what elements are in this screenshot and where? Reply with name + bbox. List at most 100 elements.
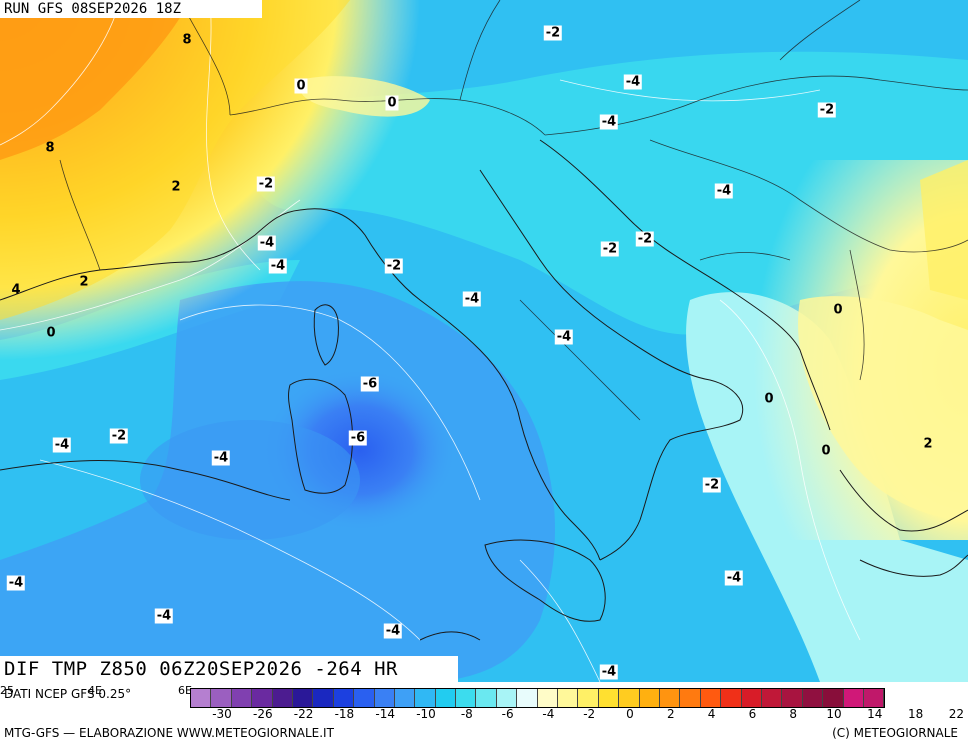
legend-swatch: [761, 689, 783, 707]
contour-label: -2: [600, 241, 620, 257]
contour-label: -4: [211, 450, 231, 466]
contour-label: 8: [182, 32, 192, 48]
legend-swatch: [863, 689, 885, 707]
legend-tick-label: -30: [212, 707, 232, 721]
contour-label: -2: [702, 477, 722, 493]
contour-label: -2: [384, 258, 404, 274]
legend-swatch: [191, 689, 212, 707]
legend-swatch: [292, 689, 314, 707]
legend-swatch: [496, 689, 518, 707]
legend-tick-label: -18: [334, 707, 355, 721]
legend-swatch: [700, 689, 722, 707]
field-title: DIF TMP Z850 06Z20SEP2026 -264 HR: [0, 656, 458, 683]
credits-right: (C) METEOGIORNALE: [832, 726, 958, 740]
legend-ticks: -30-26-22-18-14-10-8-6-4-202468101418223…: [190, 707, 968, 723]
legend-swatch: [476, 689, 497, 707]
legend-swatch: [823, 689, 844, 707]
legend-swatch: [313, 689, 334, 707]
legend-tick-label: 4: [707, 707, 716, 721]
contour-label: -4: [554, 329, 574, 345]
contour-label: 2: [171, 179, 181, 195]
credits-left: MTG-GFS — ELABORAZIONE WWW.METEOGIORNALE…: [4, 726, 334, 740]
contour-label: -2: [817, 102, 837, 118]
contour-label: -4: [623, 74, 643, 90]
legend-swatch: [578, 689, 599, 707]
legend-tick-label: 8: [789, 707, 798, 721]
legend-tick-label: -22: [293, 707, 314, 721]
legend-swatch: [231, 689, 253, 707]
contour-label: -4: [599, 664, 619, 680]
legend-tick-label: 18: [907, 707, 924, 721]
contour-label: -4: [154, 608, 174, 624]
axis-mark: 4E: [88, 684, 102, 697]
contour-label: 0: [764, 391, 774, 407]
legend-tick-label: -14: [375, 707, 395, 721]
contour-label: -6: [360, 376, 380, 392]
contour-label: -4: [52, 437, 72, 453]
legend-tick-label: -4: [542, 707, 555, 721]
legend-swatch: [252, 689, 273, 707]
legend-tick-label: 2: [666, 707, 675, 721]
contour-label: 0: [46, 325, 56, 341]
contour-label: -2: [109, 428, 129, 444]
axis-mark: 6E: [178, 684, 192, 697]
contour-label: -2: [256, 176, 276, 192]
legend-tick-label: -26: [252, 707, 273, 721]
legend-swatch: [680, 689, 701, 707]
legend-swatch: [517, 689, 538, 707]
contour-label: -4: [6, 575, 26, 591]
legend-swatch: [741, 689, 762, 707]
legend-swatch: [394, 689, 416, 707]
legend-swatch: [619, 689, 640, 707]
contour-label: -4: [383, 623, 403, 639]
contour-label: 2: [923, 436, 933, 452]
contour-label: 0: [385, 95, 399, 111]
contour-label: -4: [714, 183, 734, 199]
contour-label: 4: [11, 282, 21, 298]
legend-tick-label: -8: [460, 707, 473, 721]
contour-label: 0: [821, 443, 831, 459]
legend-swatch: [639, 689, 660, 707]
contour-label: -4: [599, 114, 619, 130]
contour-label: 2: [79, 274, 89, 290]
legend-swatch: [374, 689, 395, 707]
legend-swatch: [354, 689, 375, 707]
legend-tick-label: -6: [501, 707, 514, 721]
legend-tick-label: -2: [583, 707, 596, 721]
source-text: DATI NCEP GFS 0.25°: [4, 687, 132, 701]
legend-swatch: [537, 689, 559, 707]
source-label: DATI NCEP GFS 0.25°: [4, 687, 131, 701]
legend-swatch: [272, 689, 293, 707]
legend-swatch: [435, 689, 457, 707]
axis-mark: 25: [0, 684, 14, 697]
run-title: RUN GFS 08SEP2026 18Z: [0, 0, 262, 18]
contour-label: -4: [268, 258, 288, 274]
legend-tick-label: 10: [826, 707, 842, 721]
legend-swatch: [211, 689, 232, 707]
legend-tick-label: 0: [626, 707, 634, 721]
contour-label: 8: [45, 140, 55, 156]
contour-label: -4: [257, 235, 277, 251]
legend-swatch: [721, 689, 742, 707]
legend-tick-label: 6: [748, 707, 757, 721]
contour-label: -2: [635, 231, 655, 247]
legend-swatch: [843, 689, 864, 707]
contour-label: -2: [543, 25, 563, 41]
color-legend: [190, 688, 886, 708]
contour-label: -6: [348, 430, 368, 446]
legend-swatch: [558, 689, 579, 707]
contour-label: 0: [833, 302, 843, 318]
legend-swatch: [782, 689, 803, 707]
contour-label: -4: [724, 570, 744, 586]
legend-swatch: [659, 689, 681, 707]
contour-label: 0: [294, 78, 308, 94]
legend-tick-label: 22: [948, 707, 965, 721]
temperature-anomaly-map: [0, 0, 968, 682]
legend-swatch: [456, 689, 477, 707]
legend-swatch: [802, 689, 824, 707]
legend-tick-label: 14: [867, 707, 883, 721]
legend-swatch: [415, 689, 436, 707]
legend-swatch: [333, 689, 355, 707]
legend-tick-label: -10: [416, 707, 436, 721]
contour-label: -4: [462, 291, 482, 307]
